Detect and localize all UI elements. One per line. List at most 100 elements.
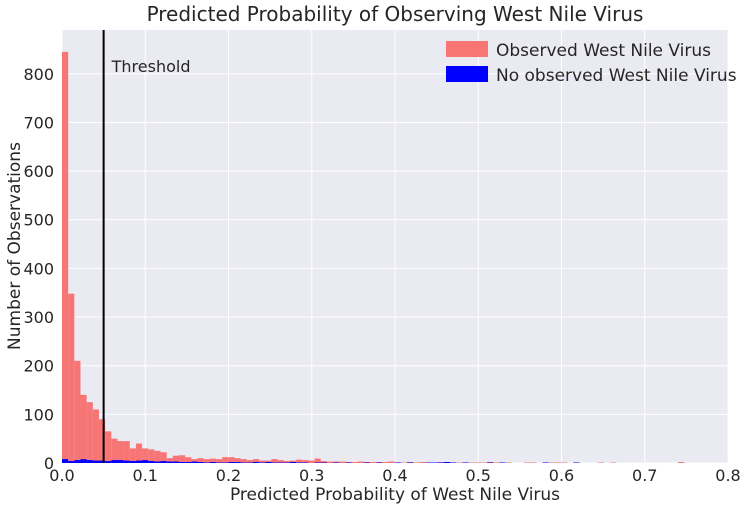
bar-observed — [216, 459, 223, 463]
x-tick-label: 0.6 — [549, 466, 574, 485]
bar-no-observed — [117, 460, 124, 463]
bar-observed — [111, 438, 118, 463]
bar-no-observed — [92, 460, 99, 463]
x-tick-label: 0.7 — [632, 466, 657, 485]
bar-observed — [197, 458, 204, 463]
bar-observed — [185, 457, 192, 463]
legend-label-observed: Observed West Nile Virus — [496, 41, 711, 61]
bar-observed — [148, 449, 155, 463]
bar-observed — [314, 458, 321, 463]
bar-observed — [320, 461, 327, 463]
bar-observed — [370, 462, 377, 463]
x-tick-label: 0.4 — [382, 466, 407, 485]
bar-observed — [68, 293, 75, 463]
bar-observed — [302, 460, 309, 463]
bar-no-observed — [289, 462, 297, 463]
bar-observed — [240, 459, 247, 463]
bar-observed — [62, 51, 69, 464]
bar-observed — [117, 441, 124, 463]
bar-observed — [271, 459, 278, 463]
bar-no-observed — [129, 461, 136, 463]
x-tick-label: 0.5 — [466, 466, 491, 485]
bar-no-observed — [443, 462, 451, 463]
bar-observed — [166, 458, 173, 463]
bar-observed — [357, 461, 364, 463]
bar-observed — [203, 459, 210, 463]
legend-swatch-no-observed — [446, 66, 488, 82]
legend: Observed West Nile Virus No observed Wes… — [446, 41, 737, 86]
bar-observed — [252, 459, 260, 463]
bar-no-observed — [172, 461, 180, 463]
bar-observed — [105, 431, 112, 463]
y-tick-label: 0 — [44, 454, 54, 473]
bar-observed — [92, 409, 99, 463]
x-tick-labels: 0.0 0.1 0.2 0.3 0.4 0.5 0.6 0.7 0.8 — [49, 466, 740, 485]
x-tick-label: 0.1 — [133, 466, 158, 485]
bar-no-observed — [62, 459, 69, 463]
bar-no-observed — [197, 462, 204, 463]
y-tick-label: 100 — [23, 405, 54, 424]
legend-swatch-observed — [446, 41, 488, 57]
bar-observed — [678, 462, 685, 463]
bar-observed — [172, 455, 180, 463]
bar-observed — [74, 360, 81, 463]
bar-observed — [246, 460, 253, 463]
bar-observed — [382, 462, 389, 463]
bar-observed — [142, 448, 149, 463]
y-tick-label: 700 — [23, 113, 54, 132]
bar-no-observed — [80, 459, 87, 463]
bar-no-observed — [234, 462, 241, 463]
bar-no-observed — [154, 461, 161, 463]
bar-observed — [289, 460, 297, 463]
x-tick-label: 0.8 — [715, 466, 740, 485]
bar-no-observed — [105, 461, 112, 463]
bar-observed — [228, 457, 235, 463]
legend-label-no-observed: No observed West Nile Virus — [496, 66, 737, 86]
series-no-observed-bars — [62, 459, 580, 463]
bar-observed — [154, 450, 161, 463]
bar-no-observed — [86, 460, 93, 463]
bar-observed — [265, 460, 272, 463]
x-tick-label: 0.3 — [299, 466, 324, 485]
bar-no-observed — [142, 460, 149, 463]
threshold-label: Threshold — [111, 57, 191, 76]
bar-no-observed — [123, 460, 130, 463]
bar-observed — [209, 458, 217, 463]
bar-observed — [80, 394, 87, 463]
bar-observed — [86, 402, 93, 463]
x-tick-label: 0.0 — [49, 466, 74, 485]
bar-observed — [222, 457, 229, 463]
y-tick-label: 200 — [23, 357, 54, 376]
bar-observed — [339, 461, 346, 463]
y-tick-label: 300 — [23, 308, 54, 327]
bar-observed — [351, 462, 358, 463]
y-tick-label: 400 — [23, 259, 54, 278]
bar-observed — [135, 443, 143, 463]
bar-observed — [283, 461, 290, 463]
bar-no-observed — [98, 460, 106, 463]
bar-observed — [308, 460, 315, 463]
bar-no-observed — [166, 461, 173, 463]
bar-no-observed — [74, 460, 81, 463]
x-axis-label: Predicted Probability of West Nile Virus — [230, 485, 560, 505]
bar-observed — [296, 459, 303, 463]
bar-observed — [179, 455, 186, 463]
x-tick-label: 0.2 — [216, 466, 241, 485]
bar-no-observed — [148, 461, 155, 463]
bar-observed — [160, 452, 167, 463]
y-tick-labels: 0 100 200 300 400 500 600 700 800 — [23, 65, 54, 473]
bar-observed — [277, 460, 284, 463]
bar-observed — [234, 458, 241, 463]
annotations: Threshold — [102, 30, 191, 463]
bar-no-observed — [252, 462, 260, 463]
bar-observed — [419, 462, 426, 463]
bar-no-observed — [185, 462, 192, 463]
bar-no-observed — [265, 462, 272, 463]
bar-no-observed — [160, 461, 167, 463]
series-observed-bars — [62, 51, 685, 464]
bar-no-observed — [179, 462, 186, 463]
y-tick-label: 500 — [23, 211, 54, 230]
y-tick-label: 600 — [23, 162, 54, 181]
bar-no-observed — [228, 462, 235, 463]
